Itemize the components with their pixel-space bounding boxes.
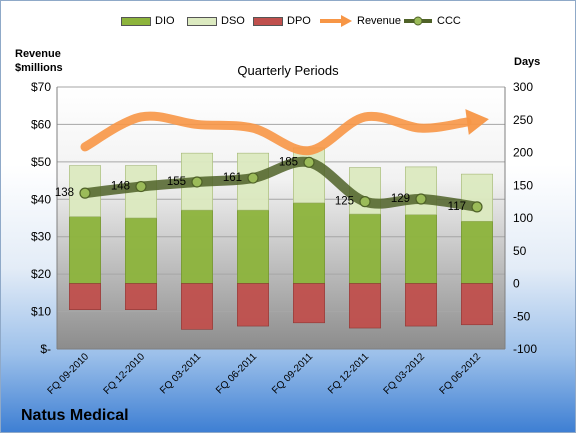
right-axis-title: Days <box>514 56 541 68</box>
bar-dio <box>461 220 493 284</box>
x-tick-label: FQ 03-2011 <box>158 351 203 396</box>
right-tick-label: 50 <box>513 244 527 258</box>
bar-dio <box>237 209 269 284</box>
left-tick-label: $60 <box>31 117 51 131</box>
left-tick-label: $- <box>40 342 51 356</box>
revenue-line <box>80 111 472 156</box>
bar-dpo <box>69 283 101 311</box>
left-axis-title-line1: Revenue <box>15 48 61 60</box>
bar-dpo <box>349 283 381 329</box>
ccc-point <box>79 187 91 199</box>
left-tick-label: $10 <box>31 305 51 319</box>
ccc-data-label: 117 <box>448 201 466 213</box>
bar-dpo <box>461 283 493 326</box>
ccc-data-label: 185 <box>279 156 298 168</box>
x-tick-label: FQ 12-2011 <box>326 351 371 396</box>
bar-dpo <box>405 283 437 327</box>
ccc-data-label: 155 <box>167 176 186 188</box>
left-tick-label: $70 <box>31 80 51 94</box>
legend-item-dio: DIO <box>121 11 175 31</box>
bar-dpo <box>181 283 213 330</box>
ccc-point <box>303 156 315 168</box>
legend-label-dio: DIO <box>155 15 175 27</box>
bar-dpo <box>293 283 325 324</box>
legend-swatch-dso <box>187 16 217 26</box>
x-tick-label: FQ 03-2012 <box>382 351 428 397</box>
bar-dpo <box>237 283 269 327</box>
bar-dpo <box>125 283 157 311</box>
x-tick-label: FQ 06-2011 <box>214 351 259 396</box>
left-axis-title-line2: $millions <box>15 62 63 74</box>
ccc-data-label: 125 <box>335 196 354 208</box>
bar-dio <box>181 209 213 284</box>
legend-swatch-revenue <box>320 15 352 27</box>
bar-dso <box>461 173 493 222</box>
bar-dio <box>405 214 437 284</box>
left-tick-label: $20 <box>31 267 51 281</box>
ccc-line <box>80 156 482 212</box>
ccc-point <box>191 176 203 188</box>
bar-dso <box>293 147 325 204</box>
x-tick-label: FQ 12-2010 <box>102 351 148 397</box>
bar-dio <box>293 202 325 284</box>
right-tick-label: 100 <box>513 211 533 225</box>
right-tick-label: 200 <box>513 146 533 160</box>
right-tick-label: 0 <box>513 277 520 291</box>
legend-item-ccc: CCC <box>403 11 461 31</box>
bar-dio <box>125 217 157 284</box>
legend-swatch-dio <box>121 16 151 26</box>
legend-label-dso: DSO <box>221 15 245 27</box>
ccc-data-label: 129 <box>391 193 410 205</box>
bar-dso <box>405 166 437 216</box>
legend-swatch-dpo <box>253 16 283 26</box>
bar-dio <box>349 213 381 284</box>
ccc-point <box>359 196 371 208</box>
ccc-data-label: 138 <box>55 187 74 199</box>
legend-item-dpo: DPO <box>253 11 311 31</box>
left-tick-label: $50 <box>31 155 51 169</box>
ccc-point <box>415 193 427 205</box>
legend-item-dso: DSO <box>187 11 245 31</box>
ccc-point <box>471 201 483 213</box>
x-tick-label: FQ 09-2011 <box>270 351 315 396</box>
legend-item-revenue: Revenue <box>319 11 401 31</box>
x-tick-label: FQ 06-2012 <box>438 351 484 397</box>
legend-label-dpo: DPO <box>287 15 311 27</box>
bar-dio <box>69 216 101 284</box>
legend-swatch-ccc <box>404 16 432 26</box>
right-tick-label: 300 <box>513 80 533 94</box>
revenue-arrowhead <box>465 109 489 135</box>
company-name: Natus Medical <box>21 407 129 424</box>
right-tick-label: -100 <box>513 342 537 356</box>
legend-label-ccc: CCC <box>437 15 461 27</box>
x-tick-label: FQ 09-2010 <box>46 351 92 397</box>
ccc-data-label: 148 <box>111 181 130 193</box>
left-axis-title: Revenue $millions <box>15 47 63 75</box>
ccc-point <box>135 180 147 193</box>
left-tick-label: $40 <box>31 192 51 206</box>
left-tick-label: $30 <box>31 230 51 244</box>
right-tick-label: -50 <box>513 309 531 323</box>
legend: DIO DSO DPO Revenue CCC <box>121 11 481 31</box>
ccc-data-label: 161 <box>223 172 242 184</box>
ccc-point <box>247 172 259 184</box>
chart-title: Quarterly Periods <box>237 63 339 78</box>
right-tick-label: 250 <box>513 113 533 127</box>
legend-label-revenue: Revenue <box>357 15 402 27</box>
right-tick-label: 150 <box>513 178 533 192</box>
